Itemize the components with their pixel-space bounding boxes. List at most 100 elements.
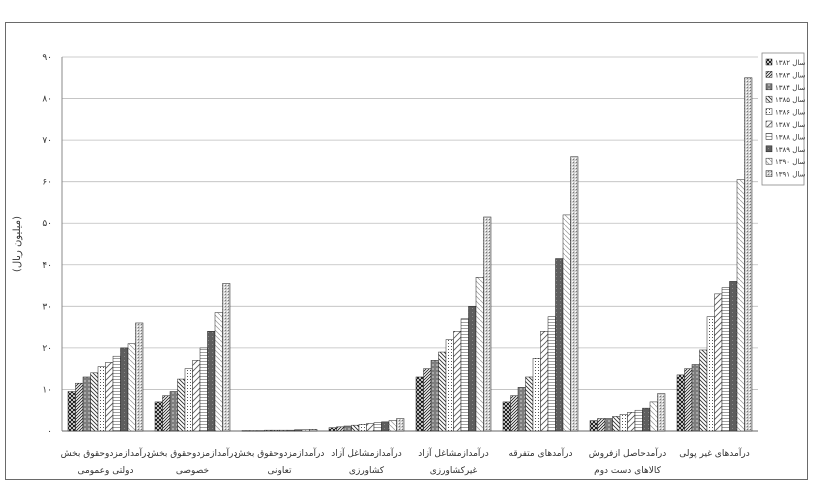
bar [547,316,556,432]
bar [612,416,621,432]
bar [475,276,484,432]
bar [396,418,405,432]
bar [634,409,643,432]
y-tick-label: ۴۰ [42,261,52,271]
bar [619,414,628,432]
bar [736,179,745,432]
x-category-label: کالاهای دست دوم [594,466,661,476]
bar [192,360,201,432]
bar [271,429,280,432]
y-tick-label: ۶۰ [42,178,52,188]
y-axis-label: (میلیون ریال) [12,216,23,272]
bar [127,343,136,432]
bar [381,421,390,432]
bar [684,368,693,432]
y-tick-label: ۰ [47,427,52,437]
bar [366,423,375,432]
bar [184,368,193,432]
bar [460,318,469,432]
x-category-label: درآمدازمزدوحقوق بخش [235,447,325,459]
legend-label: سال ۱۳۸۴ [775,84,805,92]
bar [301,429,310,432]
x-category-label: درآمدحاصل ازفروش [589,447,666,459]
bar [343,425,352,432]
bar [67,391,76,432]
bar [714,293,723,432]
x-category-label: غیرکشاورزی [430,466,478,476]
bar [570,156,579,432]
bar [510,395,519,432]
bar [604,418,613,432]
legend-label: سال ۱۳۸۷ [775,121,805,129]
legend-swatch [765,145,773,153]
x-category-label: درآمدهای متفرقه [509,447,573,459]
bar [517,387,526,432]
bar [525,376,534,432]
x-category-label: درآمدازمشاغل آزاد [418,447,489,459]
bar [453,331,462,432]
bar [562,214,571,432]
bar [249,430,258,432]
bar [358,424,367,432]
legend-swatch [765,95,773,103]
legend-label: سال ۱۳۸۹ [775,146,805,154]
bar [222,283,231,432]
bar [388,420,397,432]
legend-label: سال ۱۳۸۲ [775,59,805,67]
bar [502,401,511,432]
x-category-label: تعاونی [268,466,292,476]
y-tick-label: ۱۰ [42,385,52,395]
bar [676,374,685,432]
bar [415,376,424,432]
x-category-label: دولتی وعمومی [77,466,133,476]
bar [445,339,454,432]
x-category-label: درآمدازمزدوحقوق بخش [148,447,238,459]
bar [214,312,223,432]
x-category-label: کشاورزی [349,466,385,476]
bar [532,358,541,432]
legend-swatch [765,83,773,91]
bar [729,281,738,432]
bar [699,349,708,432]
bar [430,360,439,432]
y-tick-label: ۸۰ [42,95,52,105]
bar [642,407,651,432]
bar [90,372,99,432]
legend-swatch [765,71,773,78]
bar [351,424,360,432]
legend-label: سال ۱۳۸۸ [775,133,805,141]
bar [279,429,288,432]
bar [264,429,273,432]
x-category-label: خصوصی [176,466,209,476]
bar [483,216,492,432]
bar [336,426,345,432]
bar [294,429,303,432]
bar [328,427,337,432]
bar [627,412,636,432]
y-tick-label: ۳۰ [42,302,52,312]
bar [649,401,658,432]
bar [120,347,129,432]
legend-label: سال ۱۳۸۳ [775,71,805,79]
x-category-label: درآمدازمشاغل آزاد [331,447,402,459]
bar [540,331,549,432]
legend-swatch [765,157,773,165]
bar [691,364,700,432]
legend-label: سال ۱۳۸۵ [775,96,805,104]
bar [112,355,121,432]
bar [154,401,163,432]
legend-swatch [765,58,773,66]
bar [241,430,250,432]
bar [744,77,753,432]
legend-label: سال ۱۳۹۰ [775,158,805,166]
bar [373,422,382,432]
legend-swatch [765,120,773,128]
legend-swatch [765,108,773,115]
x-category-label: درآمدهای غیر پولی [679,447,749,459]
y-tick-label: ۲۰ [42,344,52,354]
bar [286,429,295,432]
legend-label: سال ۱۳۸۶ [775,109,805,117]
legend-swatch [765,133,773,140]
bar [177,378,186,432]
